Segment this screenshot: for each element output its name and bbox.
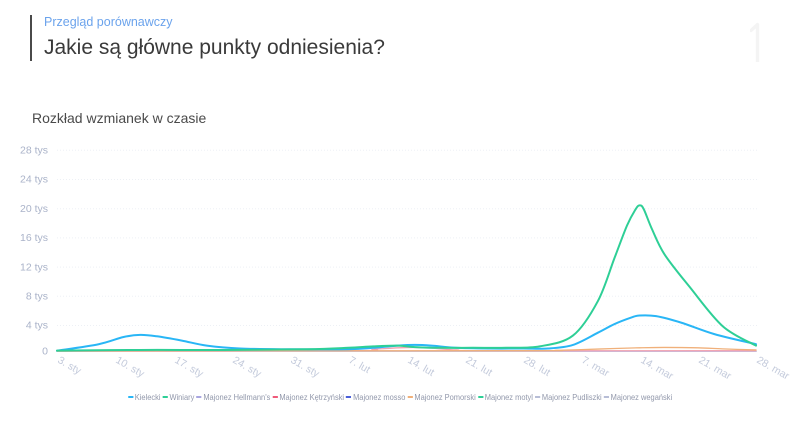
svg-text:4 tys: 4 tys <box>26 320 48 332</box>
svg-text:10. sty: 10. sty <box>114 354 147 380</box>
svg-text:16 tys: 16 tys <box>20 232 48 244</box>
svg-text:12 tys: 12 tys <box>20 261 48 273</box>
svg-text:24. sty: 24. sty <box>231 354 264 380</box>
svg-text:7. mar: 7. mar <box>580 354 612 380</box>
svg-text:31. sty: 31. sty <box>289 354 322 380</box>
svg-text:28 tys: 28 tys <box>20 145 48 157</box>
svg-text:20 tys: 20 tys <box>20 203 48 215</box>
svg-text:17. sty: 17. sty <box>173 354 206 380</box>
svg-text:14. mar: 14. mar <box>639 354 676 382</box>
svg-text:24 tys: 24 tys <box>20 174 48 186</box>
svg-text:21. lut: 21. lut <box>464 354 495 379</box>
svg-text:21. mar: 21. mar <box>697 354 734 382</box>
svg-text:3. sty: 3. sty <box>56 354 84 377</box>
svg-text:28. lut: 28. lut <box>522 354 553 379</box>
svg-text:28. mar: 28. mar <box>755 354 792 382</box>
svg-text:0: 0 <box>42 346 48 358</box>
svg-text:7. lut: 7. lut <box>347 354 373 376</box>
svg-text:14. lut: 14. lut <box>406 354 437 379</box>
svg-text:8 tys: 8 tys <box>26 291 48 303</box>
